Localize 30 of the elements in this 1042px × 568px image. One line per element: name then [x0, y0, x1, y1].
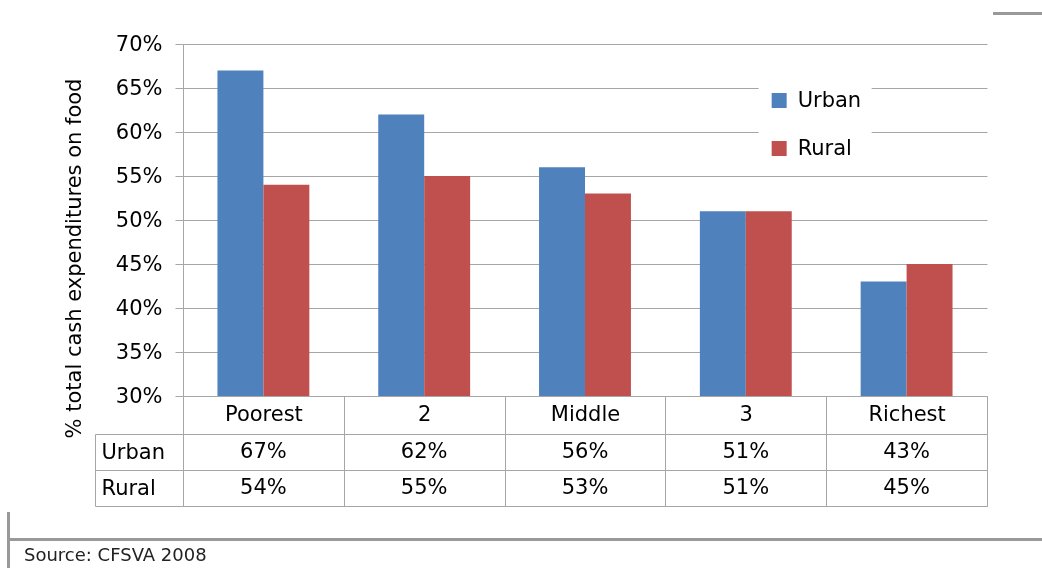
x-tick-label: Poorest [224, 401, 303, 426]
y-tick-label: 60% [115, 119, 163, 144]
source-note: Source: CFSVA 2008 [24, 544, 207, 565]
data-label: 53% [561, 475, 609, 499]
y-tick-label: 55% [115, 163, 163, 188]
text: Rural [101, 475, 156, 500]
y-tick-label: 35% [115, 339, 163, 364]
y-tick-label: 65% [115, 75, 163, 100]
y-axis-title: % total cash expenditures on food [61, 78, 86, 439]
y-tick-label: 45% [115, 251, 163, 276]
data-label: 54% [240, 475, 287, 499]
x-tick-label: 3 [739, 401, 753, 426]
y-tick-label: 40% [115, 295, 163, 320]
legend-label: Urban [797, 87, 862, 112]
x-tick-label: Richest [868, 401, 946, 426]
data-label: 51% [722, 475, 770, 499]
y-tick-label: 50% [115, 207, 163, 232]
data-label: 62% [400, 439, 448, 463]
text: Urban [101, 439, 166, 464]
y-tick-label: 70% [115, 31, 163, 56]
legend-label: Rural [797, 135, 852, 160]
data-label: 51% [722, 439, 770, 463]
data-label: 43% [883, 439, 930, 463]
data-label: 67% [240, 439, 287, 463]
x-tick-label: Middle [550, 401, 621, 426]
data-label: 45% [883, 475, 930, 499]
y-tick-label: 30% [115, 383, 163, 408]
x-tick-label: 2 [418, 401, 432, 426]
data-label: 56% [561, 439, 609, 463]
data-label: 55% [400, 475, 448, 499]
